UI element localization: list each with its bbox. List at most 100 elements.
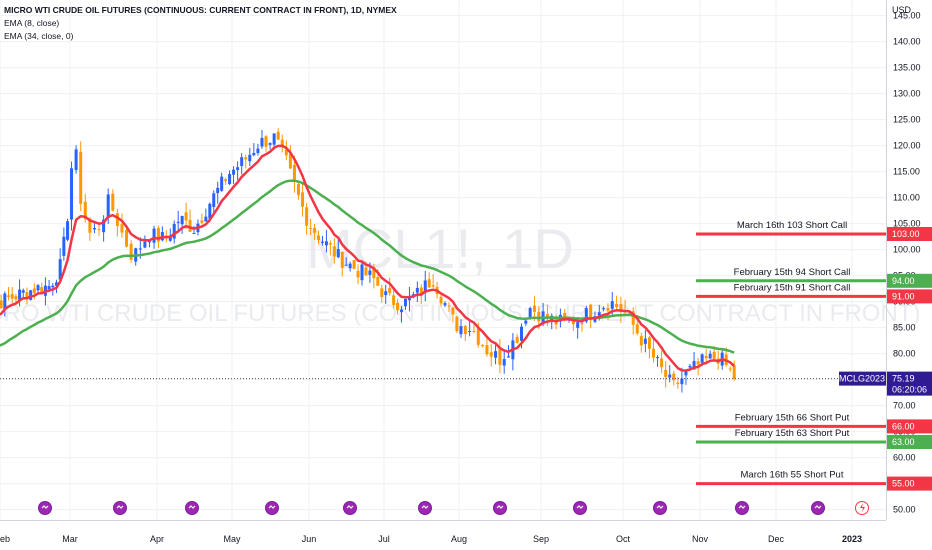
current-price-tag: MCLG2023 75.19 06:20:06 <box>0 371 932 396</box>
candle <box>584 305 588 324</box>
earnings-event-icon[interactable] <box>265 501 279 515</box>
price-tick-label: 100.00 <box>893 245 921 255</box>
candle <box>340 251 344 277</box>
candle <box>79 141 83 211</box>
candle <box>489 344 493 367</box>
candle <box>680 367 684 393</box>
price-tick-label: 115.00 <box>893 167 920 177</box>
candle <box>212 190 216 213</box>
price-levels: March 16th 103 Short Call February 15th 9… <box>696 220 886 486</box>
candle <box>576 319 580 339</box>
candle <box>360 261 364 286</box>
candle <box>276 128 280 140</box>
price-tick-label: 135.00 <box>893 63 921 73</box>
candle <box>180 215 184 234</box>
watermark: MCL1!, 1D MICRO WTI CRUDE OIL FUTURES (C… <box>0 217 920 327</box>
level-line[interactable]: February 15th 94 Short Call <box>696 267 886 283</box>
candles <box>0 128 736 393</box>
level-price-value: 94.00 <box>892 276 915 286</box>
candle <box>216 181 220 204</box>
legend-ema-slow[interactable]: EMA (34, close, 0) <box>4 31 74 41</box>
price-tick-label: 120.00 <box>893 141 921 151</box>
candle <box>332 238 336 264</box>
candle <box>200 213 204 225</box>
dividend-flash-icon[interactable] <box>855 501 869 515</box>
candle <box>656 354 660 367</box>
level-price-tag: 66.00 <box>887 419 932 434</box>
candle <box>156 225 160 249</box>
candle <box>244 154 248 169</box>
candle <box>481 344 485 348</box>
price-level-tags: 103.00 94.00 91.00 66.00 63.00 55.00 <box>887 227 932 491</box>
candle <box>494 343 498 365</box>
level-label: March 16th 103 Short Call <box>737 220 847 231</box>
earnings-event-icon[interactable] <box>573 501 587 515</box>
chart-title: MICRO WTI CRUDE OIL FUTURES (CONTINUOUS:… <box>4 5 397 15</box>
earnings-event-icon[interactable] <box>653 501 667 515</box>
earnings-event-icon[interactable] <box>493 501 507 515</box>
time-tick-label: May <box>223 534 241 544</box>
earnings-event-icon[interactable] <box>38 501 52 515</box>
candle <box>111 189 115 212</box>
candle <box>676 377 680 389</box>
candle <box>228 170 232 186</box>
candle <box>0 294 3 309</box>
candle <box>352 259 356 270</box>
level-price-value: 103.00 <box>892 229 920 239</box>
level-label: February 15th 63 Short Put <box>735 428 850 439</box>
candle <box>3 291 7 317</box>
candle <box>639 332 643 353</box>
price-tick-label: 140.00 <box>893 37 921 47</box>
candle <box>392 287 396 309</box>
time-tick-label: Mar <box>62 534 78 544</box>
chart-legend: MICRO WTI CRUDE OIL FUTURES (CONTINUOUS:… <box>4 5 397 41</box>
level-line[interactable]: March 16th 103 Short Call <box>696 220 886 236</box>
level-label: February 15th 66 Short Put <box>735 412 850 423</box>
price-axis-unit: USD <box>892 5 912 15</box>
candle <box>284 140 288 161</box>
level-line[interactable]: February 15th 66 Short Put <box>696 412 886 428</box>
candle <box>660 350 664 374</box>
candle <box>643 329 647 353</box>
level-line[interactable]: February 15th 91 Short Call <box>696 282 886 298</box>
candle <box>451 306 455 323</box>
legend-ema-fast[interactable]: EMA (8, close) <box>4 18 59 28</box>
current-price-value: 75.19 <box>892 374 915 384</box>
level-line[interactable]: February 15th 63 Short Put <box>696 428 886 444</box>
candle <box>396 298 400 315</box>
earnings-event-icon[interactable] <box>113 501 127 515</box>
candle <box>120 213 124 238</box>
time-tick-label: Sep <box>533 534 549 544</box>
candle <box>176 210 180 233</box>
price-tick-label: 80.00 <box>893 349 916 359</box>
earnings-event-icon[interactable] <box>343 501 357 515</box>
candle <box>668 365 672 383</box>
earnings-event-icon[interactable] <box>811 501 825 515</box>
candle <box>631 307 635 335</box>
earnings-event-icon[interactable] <box>185 501 199 515</box>
candle <box>459 319 463 338</box>
candle <box>168 228 172 242</box>
candle <box>224 177 228 185</box>
price-tick-label: 130.00 <box>893 89 921 99</box>
candle <box>664 361 668 388</box>
candle <box>143 235 147 249</box>
level-line[interactable]: March 16th 55 Short Put <box>696 470 886 486</box>
level-label: March 16th 55 Short Put <box>741 470 844 481</box>
candle <box>498 338 502 374</box>
level-price-value: 55.00 <box>892 479 915 489</box>
candle <box>728 366 732 373</box>
candle <box>240 153 244 175</box>
candle <box>220 172 224 192</box>
earnings-event-icon[interactable] <box>418 501 432 515</box>
current-price-countdown: 06:20:06 <box>892 385 927 395</box>
candle <box>129 239 133 263</box>
time-tick-label: Nov <box>692 534 709 544</box>
earnings-event-icon[interactable] <box>735 501 749 515</box>
time-axis[interactable]: eb Mar Apr May Jun Jul Aug Sep Oct Nov Dec 2023 <box>0 534 862 544</box>
candle <box>7 286 11 301</box>
candle <box>463 325 467 342</box>
candle <box>615 295 619 311</box>
price-tick-label: 85.00 <box>893 323 916 333</box>
